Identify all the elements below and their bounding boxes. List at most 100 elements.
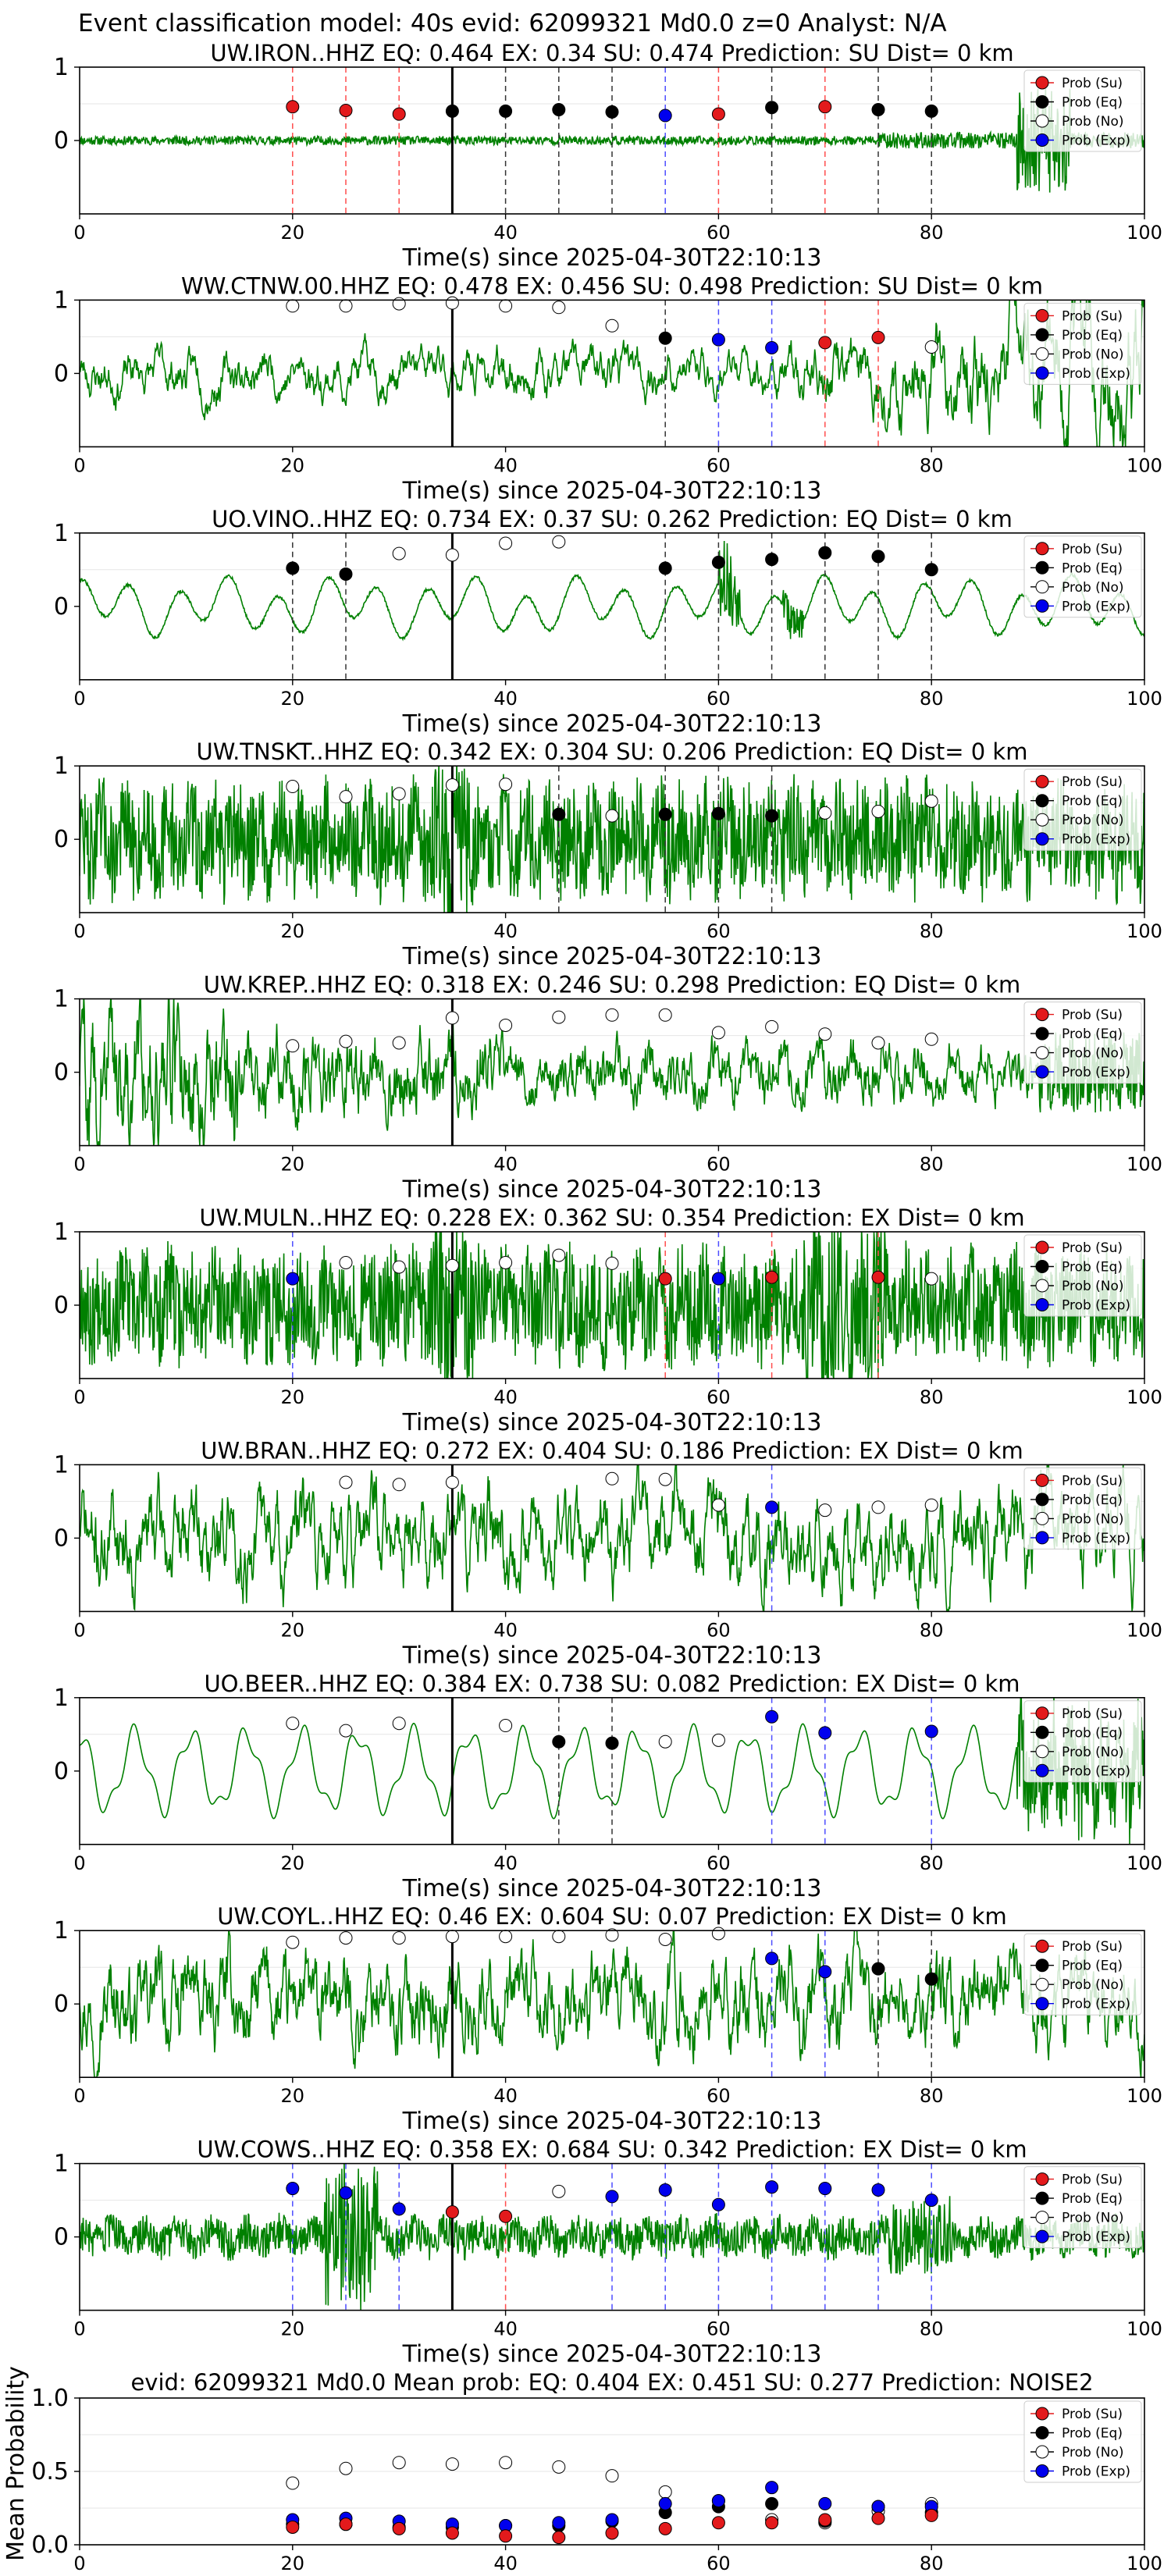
x-tick-label: 80 bbox=[920, 920, 944, 942]
mean-probability-panel: 0.0 0.5 1.0 0 20 40 60 80 100 evid: 62099321 Md0.… bbox=[2, 2366, 1162, 2574]
prediction-marker-no bbox=[392, 1036, 406, 1050]
y-tick-label: 1 bbox=[54, 286, 69, 314]
legend-label: Prob (Su) bbox=[1062, 308, 1123, 324]
legend-frame bbox=[1023, 1002, 1142, 1084]
prediction-marker-eq bbox=[286, 561, 300, 575]
legend-label: Prob (Exp) bbox=[1062, 366, 1130, 382]
prediction-marker-su bbox=[711, 107, 725, 121]
legend-marker bbox=[1035, 366, 1049, 380]
x-tick-label: 40 bbox=[493, 1852, 518, 1874]
legend-marker bbox=[1035, 542, 1049, 556]
panel-title: UW.TNSKT..HHZ EQ: 0.342 EX: 0.304 SU: 0.… bbox=[197, 738, 1028, 765]
legend-label: Prob (Exp) bbox=[1062, 1763, 1130, 1779]
prediction-marker-no bbox=[924, 794, 938, 808]
legend-marker bbox=[1035, 1725, 1049, 1739]
prediction-marker-no bbox=[392, 1717, 406, 1731]
mean-marker-no bbox=[552, 2460, 566, 2474]
prediction-marker-ex bbox=[924, 2194, 938, 2208]
legend-marker bbox=[1035, 1473, 1049, 1487]
x-tick-label: 60 bbox=[707, 2318, 731, 2340]
x-tick-label: 80 bbox=[920, 2085, 944, 2107]
x-tick-label: 80 bbox=[920, 222, 944, 244]
y-tick-label: 0 bbox=[54, 1059, 69, 1087]
prediction-marker-eq bbox=[605, 1736, 619, 1750]
prediction-marker-no bbox=[445, 548, 459, 562]
panel-title: UW.IRON..HHZ EQ: 0.464 EX: 0.34 SU: 0.47… bbox=[210, 40, 1013, 66]
prediction-marker-eq bbox=[924, 563, 938, 577]
prediction-marker-eq bbox=[871, 103, 885, 117]
y-tick-label: 0 bbox=[54, 1758, 69, 1785]
legend-label: Prob (Su) bbox=[1062, 2407, 1123, 2422]
prediction-marker-ex bbox=[871, 2183, 885, 2197]
x-tick-label: 40 bbox=[493, 688, 518, 710]
prediction-marker-no bbox=[339, 790, 353, 804]
legend-label: Prob (Exp) bbox=[1062, 832, 1130, 848]
prediction-marker-no bbox=[871, 1036, 885, 1050]
y-tick-label: 0 bbox=[54, 127, 69, 155]
prediction-marker-no bbox=[818, 806, 832, 820]
legend-label: Prob (Eq) bbox=[1062, 1725, 1123, 1741]
x-tick-label: 60 bbox=[707, 920, 731, 942]
legend-label: Prob (Eq) bbox=[1062, 1260, 1123, 1276]
legend-marker bbox=[1035, 2445, 1049, 2459]
x-axis-label: Time(s) since 2025-04-30T22:10:13 bbox=[402, 710, 822, 738]
legend-marker bbox=[1035, 560, 1049, 575]
prediction-marker-no bbox=[286, 780, 300, 794]
prediction-marker-su bbox=[871, 1270, 885, 1284]
x-tick-label: 60 bbox=[707, 222, 731, 244]
mean-marker-ex bbox=[765, 2481, 779, 2495]
y-tick-label: 1 bbox=[54, 54, 69, 81]
prediction-marker-ex bbox=[286, 1272, 300, 1286]
prediction-marker-ex bbox=[765, 1952, 779, 1966]
legend-marker bbox=[1035, 1240, 1049, 1254]
x-tick-label: 80 bbox=[920, 2553, 944, 2574]
y-tick-label: 1 bbox=[54, 753, 69, 780]
panel-title: UW.COWS..HHZ EQ: 0.358 EX: 0.684 SU: 0.3… bbox=[197, 2137, 1027, 2163]
legend-marker bbox=[1035, 599, 1049, 613]
x-tick-label: 0 bbox=[73, 1852, 85, 1874]
prediction-marker-ex bbox=[924, 1724, 938, 1738]
x-tick-label: 100 bbox=[1127, 688, 1162, 710]
x-tick-label: 0 bbox=[73, 1386, 85, 1408]
prediction-marker-ex bbox=[818, 1965, 832, 1979]
x-axis-label: Time(s) since 2025-04-30T22:10:13 bbox=[402, 943, 822, 970]
legend: Prob (Su) Prob (Eq) Prob (No) Prob (Exp) bbox=[1023, 1234, 1142, 1317]
mean-marker-su bbox=[818, 2513, 832, 2527]
prediction-marker-no bbox=[445, 1258, 459, 1272]
legend-marker bbox=[1035, 774, 1049, 788]
prediction-marker-eq bbox=[445, 104, 459, 118]
legend-marker bbox=[1035, 308, 1049, 322]
prediction-marker-ex bbox=[711, 2197, 725, 2211]
panel-title: UO.BEER..HHZ EQ: 0.384 EX: 0.738 SU: 0.0… bbox=[204, 1670, 1020, 1697]
legend-marker bbox=[1035, 1008, 1049, 1022]
legend: Prob (Su) Prob (Eq) Prob (No) Prob (Exp) bbox=[1023, 2400, 1142, 2483]
legend-frame bbox=[1023, 535, 1142, 618]
x-tick-label: 80 bbox=[920, 688, 944, 710]
prediction-marker-eq bbox=[499, 104, 513, 118]
panel-title: UW.COYL..HHZ EQ: 0.46 EX: 0.604 SU: 0.07… bbox=[217, 1903, 1007, 1930]
prediction-marker-no bbox=[552, 1930, 566, 1944]
legend-marker bbox=[1035, 832, 1049, 846]
waveform-trace bbox=[80, 1930, 1144, 2078]
prediction-marker-no bbox=[924, 1272, 938, 1286]
legend-marker bbox=[1035, 2172, 1049, 2186]
prediction-marker-no bbox=[339, 1931, 353, 1945]
prediction-marker-ex bbox=[818, 2182, 832, 2196]
legend-marker bbox=[1035, 1763, 1049, 1777]
legend-label: Prob (No) bbox=[1062, 114, 1124, 130]
summary-y-axis-label: Mean Probability bbox=[2, 2366, 30, 2561]
legend-label: Prob (Su) bbox=[1062, 1240, 1123, 1256]
prediction-marker-eq bbox=[924, 104, 938, 118]
prediction-marker-no bbox=[392, 787, 406, 801]
x-tick-label: 80 bbox=[920, 1619, 944, 1641]
prediction-marker-no bbox=[552, 2184, 566, 2198]
legend-label: Prob (Exp) bbox=[1062, 133, 1130, 149]
x-tick-label: 80 bbox=[920, 1386, 944, 1408]
prediction-marker-no bbox=[445, 1475, 459, 1489]
x-tick-label: 40 bbox=[493, 1386, 518, 1408]
waveform-trace bbox=[80, 1232, 1144, 1379]
legend-label: Prob (Eq) bbox=[1062, 1959, 1123, 1974]
prediction-marker-no bbox=[392, 1478, 406, 1492]
x-tick-label: 80 bbox=[920, 1154, 944, 1176]
